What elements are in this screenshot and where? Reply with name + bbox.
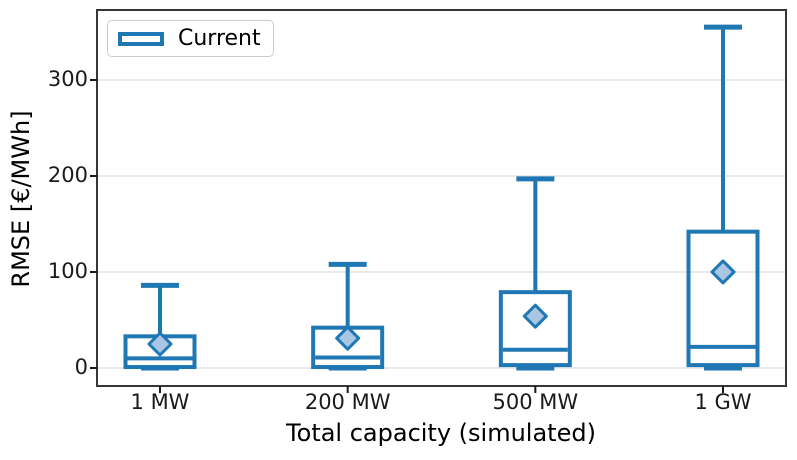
x-tick-label: 1 GW xyxy=(694,390,752,414)
x-tick-label: 500 MW xyxy=(492,390,579,414)
x-axis-label: Total capacity (simulated) xyxy=(286,419,596,447)
y-tick-label: 200 xyxy=(47,162,88,187)
mean-marker xyxy=(147,331,173,357)
y-tick-label: 0 xyxy=(74,354,88,379)
legend: Current xyxy=(107,20,274,57)
x-tick-label: 1 MW xyxy=(130,390,190,414)
legend-box-swatch-icon xyxy=(118,31,164,46)
mean-marker xyxy=(522,303,548,329)
box xyxy=(498,290,572,368)
mean-marker xyxy=(710,259,736,285)
y-tick-label: 100 xyxy=(47,258,88,283)
y-tick-label: 300 xyxy=(47,66,88,91)
legend-label: Current xyxy=(178,26,261,51)
mean-marker xyxy=(335,325,361,351)
plot-border xyxy=(96,9,787,387)
y-axis-label: RMSE [€/MWh] xyxy=(7,110,35,288)
box xyxy=(686,229,760,368)
x-tick-label: 200 MW xyxy=(304,390,391,414)
